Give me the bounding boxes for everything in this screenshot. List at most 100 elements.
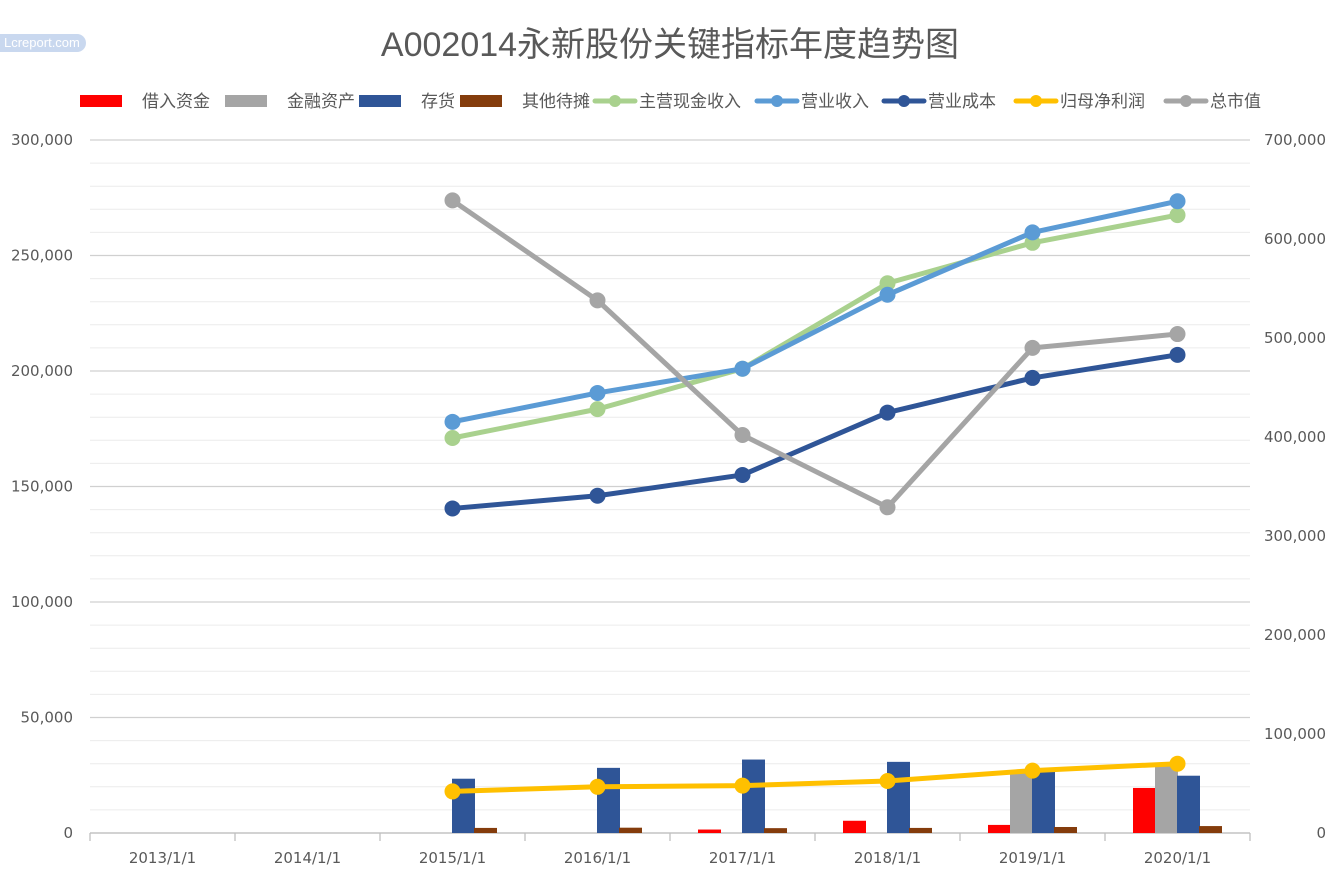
point-归母净利润 — [1169, 755, 1186, 772]
point-营业成本 — [589, 487, 606, 504]
line-营业收入 — [450, 198, 1180, 425]
legend-label: 金融资产 — [287, 92, 355, 112]
y-left-tick-label: 0 — [63, 824, 73, 842]
point-营业收入 — [444, 413, 461, 430]
point-归母净利润 — [879, 773, 896, 790]
legend-swatch — [80, 95, 122, 107]
y-left-tick-label: 200,000 — [11, 362, 73, 380]
bar-其他待摊 — [474, 827, 497, 833]
point-营业收入 — [1024, 224, 1041, 241]
legend-swatch — [359, 95, 401, 107]
bar-存货 — [1032, 768, 1055, 833]
legend-marker — [1180, 95, 1192, 107]
legend-label: 其他待摊 — [522, 92, 590, 112]
y-right-tick-label: 400,000 — [1264, 428, 1326, 446]
bar-其他待摊 — [1199, 826, 1222, 833]
bar-其他待摊 — [619, 827, 642, 833]
point-营业收入 — [1169, 193, 1186, 210]
grid-lines — [90, 139, 1250, 834]
point-营业收入 — [734, 360, 751, 377]
point-总市值 — [734, 427, 751, 444]
point-归母净利润 — [734, 777, 751, 794]
legend-label: 归母净利润 — [1060, 92, 1145, 112]
watermark-badge: Lcreport.com — [0, 34, 86, 52]
bar-借入资金 — [988, 824, 1011, 833]
bar-其他待摊 — [909, 827, 932, 833]
x-tick-label: 2014/1/1 — [274, 849, 341, 867]
legend-swatch — [225, 95, 267, 107]
point-归母净利润 — [1024, 762, 1041, 779]
line-主营现金收入 — [450, 212, 1180, 441]
legend-label: 主营现金收入 — [639, 92, 741, 112]
x-tick-label: 2019/1/1 — [999, 849, 1066, 867]
point-主营现金收入 — [879, 275, 896, 292]
legend-marker — [898, 95, 910, 107]
legend-label: 营业收入 — [801, 92, 869, 112]
legend-label: 借入资金 — [142, 92, 210, 112]
bar-借入资金 — [698, 829, 721, 833]
chart-title: A002014永新股份关键指标年度趋势图 — [381, 26, 959, 64]
point-总市值 — [1169, 326, 1186, 343]
bar-其他待摊 — [1054, 826, 1077, 833]
x-tick-label: 2017/1/1 — [709, 849, 776, 867]
bar-金融资产 — [1010, 770, 1033, 833]
x-tick-label: 2018/1/1 — [854, 849, 921, 867]
legend-marker — [609, 95, 621, 107]
axes: 2013/1/1 2014/1/1 2015/1/1 2016/1/1 2017/1/1… — [11, 131, 1326, 867]
point-总市值 — [444, 192, 461, 209]
bar-借入资金 — [1133, 787, 1156, 833]
legend-label: 营业成本 — [928, 92, 996, 112]
bar-series — [452, 759, 1222, 833]
legend-label: 总市值 — [1210, 92, 1261, 112]
point-营业成本 — [734, 466, 751, 483]
point-总市值 — [879, 499, 896, 516]
bar-其他待摊 — [764, 828, 787, 833]
line-营业成本 — [450, 352, 1180, 511]
point-总市值 — [1024, 339, 1041, 356]
bar-存货 — [742, 759, 765, 833]
bar-借入资金 — [843, 820, 866, 833]
point-营业收入 — [879, 286, 896, 303]
x-tick-label: 2016/1/1 — [564, 849, 631, 867]
point-总市值 — [589, 292, 606, 309]
legend-marker — [1030, 95, 1042, 107]
bar-金融资产 — [1155, 763, 1178, 833]
legend: 借入资金 金融资产 存货 其他待摊 主营现金收入 营业收入 营业成本 归母净利润 总市值 — [80, 92, 1261, 112]
y-left-tick-label: 100,000 — [11, 593, 73, 611]
point-主营现金收入 — [444, 429, 461, 446]
line-series — [444, 192, 1186, 800]
legend-label: 存货 — [421, 92, 455, 112]
y-left-tick-label: 50,000 — [21, 709, 74, 727]
y-right-tick-label: 100,000 — [1264, 725, 1326, 743]
y-right-tick-label: 200,000 — [1264, 626, 1326, 644]
bar-存货 — [1177, 775, 1200, 833]
point-营业成本 — [444, 500, 461, 517]
point-营业成本 — [879, 404, 896, 421]
point-主营现金收入 — [1169, 207, 1186, 224]
y-right-tick-label: 0 — [1316, 824, 1326, 842]
point-营业收入 — [589, 384, 606, 401]
bar-存货 — [597, 767, 620, 833]
bar-存货 — [887, 761, 910, 833]
y-left-tick-label: 250,000 — [11, 247, 73, 265]
x-tick-label: 2013/1/1 — [129, 849, 196, 867]
y-right-tick-label: 500,000 — [1264, 329, 1326, 347]
legend-swatch — [460, 95, 502, 107]
y-left-tick-label: 300,000 — [11, 131, 73, 149]
point-归母净利润 — [444, 783, 461, 800]
point-营业成本 — [1169, 346, 1186, 363]
x-tick-label: 2020/1/1 — [1144, 849, 1211, 867]
point-主营现金收入 — [589, 401, 606, 418]
point-归母净利润 — [589, 778, 606, 795]
y-left-tick-label: 150,000 — [11, 478, 73, 496]
y-right-tick-label: 300,000 — [1264, 527, 1326, 545]
x-tick-label: 2015/1/1 — [419, 849, 486, 867]
line-归母净利润 — [450, 761, 1180, 794]
y-right-tick-label: 600,000 — [1264, 230, 1326, 248]
point-营业成本 — [1024, 369, 1041, 386]
y-right-tick-label: 700,000 — [1264, 131, 1326, 149]
line-总市值 — [450, 197, 1180, 510]
legend-marker — [771, 95, 783, 107]
